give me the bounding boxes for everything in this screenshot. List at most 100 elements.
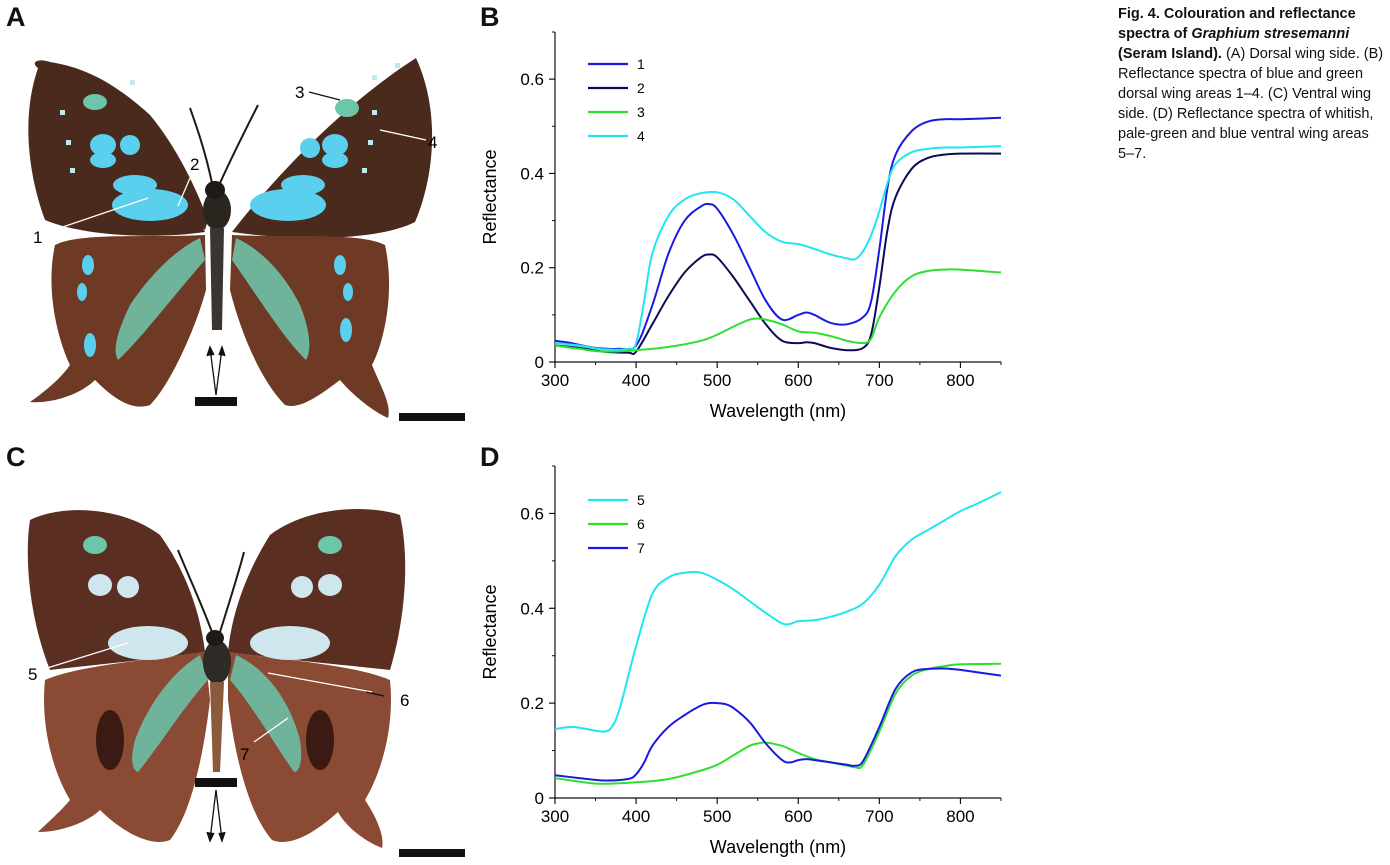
orientation-arrows-c	[206, 789, 226, 843]
x-tick-label-d: 600	[784, 807, 812, 826]
orientation-arrows-a	[206, 345, 226, 396]
antenna-left	[189, 107, 213, 184]
x-tick-label-b: 700	[865, 371, 893, 390]
hindwing-right-green-v	[230, 655, 302, 772]
white-patch-left-2	[88, 574, 112, 596]
series-line-1	[554, 116, 1002, 351]
label-1: 1	[33, 228, 42, 247]
y-tick-label-b: 0	[535, 353, 544, 372]
series-line-4	[554, 145, 1002, 351]
green-patch-left	[83, 536, 107, 554]
head	[205, 181, 225, 199]
x-tick-label-d: 300	[541, 807, 569, 826]
hind-spot-left-2	[77, 283, 87, 301]
legend-label-7: 7	[637, 540, 645, 556]
forewing-white-spots-a	[60, 63, 400, 173]
panel-letter-d: D	[480, 442, 500, 472]
series-line-5	[554, 491, 1002, 733]
y-tick-label-b: 0.4	[520, 164, 544, 183]
x-tick-label-d: 400	[622, 807, 650, 826]
label-4: 4	[428, 133, 437, 152]
blue-patch-right-1	[250, 189, 326, 221]
y-tick-label-b: 0.2	[520, 259, 544, 278]
legend-label-5: 5	[637, 492, 645, 508]
hind-spot-left-1	[82, 255, 94, 275]
hindwing-left-green	[115, 238, 205, 360]
head-v	[206, 630, 224, 646]
x-tick-label-b: 300	[541, 371, 569, 390]
y-tick-label-d: 0.2	[520, 694, 544, 713]
butterfly-dorsal-photo: 1 2 3 4	[28, 58, 465, 421]
reflectance-chart-d: 300 400 500 600 700 800 0 0.2 0.4 0.6 Wavelength (…	[480, 465, 1002, 857]
x-axis-label-b: Wavelength (nm)	[710, 401, 846, 421]
x-tick-label-b: 500	[703, 371, 731, 390]
y-axis-label-b: Reflectance	[480, 149, 500, 244]
butterfly-ventral-photo: 5 6 7	[27, 509, 465, 857]
reflectance-chart-b: 300 400 500 600 700 800 0 0.2 0.4 0.6 Wavelength (…	[480, 31, 1002, 421]
series-line-3	[554, 268, 1002, 353]
abdomen-v	[210, 682, 224, 772]
label-6: 6	[400, 691, 409, 710]
x-tick-label-d: 500	[703, 807, 731, 826]
label-7: 7	[240, 745, 249, 764]
y-tick-label-d: 0	[535, 789, 544, 808]
blue-patch-left-1	[112, 189, 188, 221]
hind-spot-left-3	[84, 333, 96, 357]
series-line-7	[554, 667, 1002, 782]
legend-label-6: 6	[637, 516, 645, 532]
y-tick-label-d: 0.6	[520, 504, 544, 523]
x-tick-label-d: 800	[946, 807, 974, 826]
hindwing-left-green-v	[132, 655, 208, 772]
panel-letter-a: A	[6, 2, 26, 32]
hindwing-right-green	[232, 238, 310, 360]
leader-lines-c	[43, 642, 385, 743]
white-patch-right-2	[318, 574, 342, 596]
scale-bar-c	[399, 849, 465, 857]
blue-patch-right-2	[281, 175, 325, 195]
leader-lines-a	[47, 91, 427, 233]
hind-spot-right-2	[343, 283, 353, 301]
white-patch-right-3	[291, 576, 313, 598]
label-2: 2	[190, 155, 199, 174]
caption-species: Graphium stresemanni	[1191, 26, 1350, 42]
figure-caption: Fig. 4. Colouration and reflectance spec…	[1118, 4, 1386, 164]
caption-lead: Fig. 4. Colouration and reflectance spec…	[1118, 6, 1356, 42]
y-tick-label-d: 0.4	[520, 599, 544, 618]
white-patch-right	[250, 626, 330, 660]
label-5: 5	[28, 665, 37, 684]
dark-band-right	[306, 710, 334, 770]
blue-patch-right-5	[300, 138, 320, 158]
legend-label-4: 4	[637, 128, 645, 144]
blue-patch-left-6	[83, 94, 107, 110]
label-3: 3	[295, 83, 304, 102]
blue-patch-left-4	[90, 152, 116, 168]
y-tick-label-b: 0.6	[520, 70, 544, 89]
blue-patch-left-3	[90, 134, 116, 156]
x-tick-label-b: 400	[622, 371, 650, 390]
hind-spot-right-1	[334, 255, 346, 275]
thorax	[203, 190, 231, 230]
scale-bar-a	[399, 413, 465, 421]
legend-label-3: 3	[637, 104, 645, 120]
abdomen	[210, 228, 224, 330]
x-tick-label-b: 600	[784, 371, 812, 390]
y-axis-label-d: Reflectance	[480, 584, 500, 679]
antenna-right-v	[219, 551, 245, 633]
green-patch-right	[318, 536, 342, 554]
dark-band-left	[96, 710, 124, 770]
caption-tail: (Seram Island).	[1118, 46, 1222, 62]
series-line-2	[554, 152, 1002, 355]
panel-letter-b: B	[480, 2, 500, 32]
thorax-v	[203, 640, 231, 684]
panel-letter-c: C	[6, 442, 26, 472]
blue-patch-right-3	[322, 134, 348, 156]
caption-text: (A) Dorsal wing side. (B) Reflectance sp…	[1118, 46, 1384, 162]
blue-patch-left-2	[113, 175, 157, 195]
white-patch-left	[108, 626, 188, 660]
hind-spot-right-3	[340, 318, 352, 342]
legend-label-1: 1	[637, 56, 645, 72]
x-tick-label-b: 800	[946, 371, 974, 390]
series-line-6	[554, 662, 1002, 785]
specimen-bar-c	[195, 778, 237, 787]
